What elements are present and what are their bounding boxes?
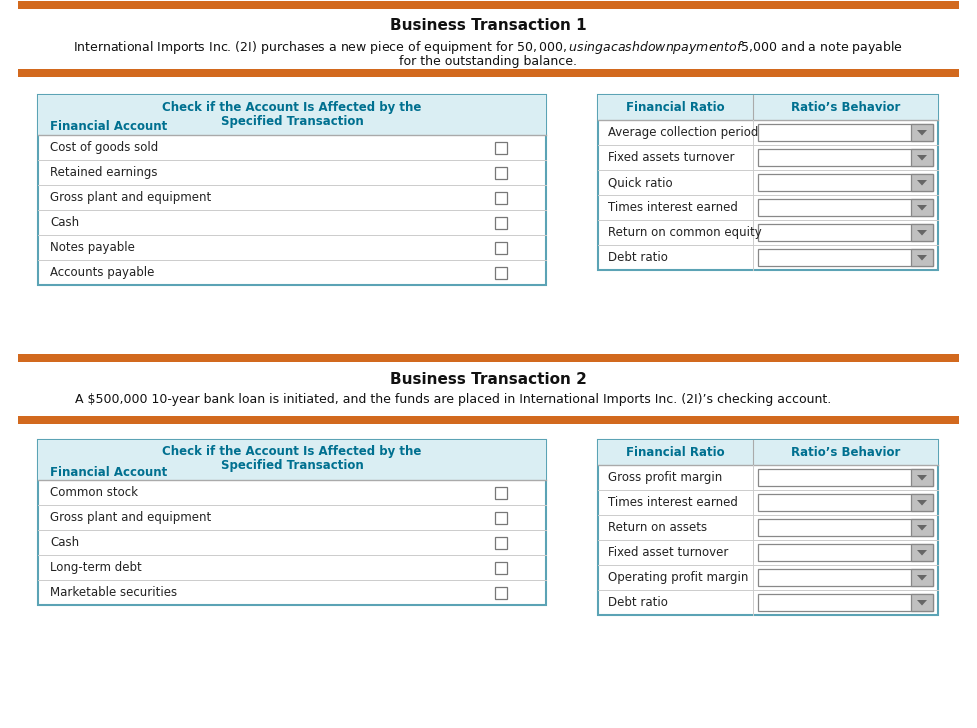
- Bar: [18, 69, 959, 77]
- Text: Business Transaction 1: Business Transaction 1: [390, 18, 586, 33]
- Bar: [38, 440, 546, 480]
- Text: Ratio’s Behavior: Ratio’s Behavior: [790, 101, 900, 114]
- Bar: [598, 440, 938, 465]
- Bar: [758, 469, 933, 486]
- Text: Business Transaction 2: Business Transaction 2: [390, 371, 586, 387]
- Bar: [758, 544, 933, 561]
- Text: Long-term debt: Long-term debt: [50, 561, 142, 574]
- Text: A $500,000 10-year bank loan is initiated, and the funds are placed in Internati: A $500,000 10-year bank loan is initiate…: [75, 394, 831, 406]
- Text: Return on assets: Return on assets: [608, 521, 707, 534]
- Text: Average collection period: Average collection period: [608, 126, 758, 139]
- Text: Notes payable: Notes payable: [50, 241, 135, 254]
- Polygon shape: [917, 130, 927, 135]
- Bar: [18, 416, 959, 424]
- Bar: [758, 149, 933, 166]
- Text: Accounts payable: Accounts payable: [50, 266, 154, 279]
- Bar: [38, 95, 546, 135]
- Bar: [495, 167, 507, 178]
- Bar: [758, 199, 933, 216]
- Bar: [758, 224, 933, 241]
- Bar: [495, 486, 507, 499]
- Text: Fixed asset turnover: Fixed asset turnover: [608, 546, 729, 559]
- Bar: [495, 242, 507, 253]
- Text: Debt ratio: Debt ratio: [608, 596, 668, 609]
- Text: Financial Ratio: Financial Ratio: [626, 446, 725, 459]
- Bar: [18, 1, 959, 9]
- Bar: [911, 594, 933, 611]
- Bar: [911, 149, 933, 166]
- Polygon shape: [917, 230, 927, 235]
- Bar: [495, 141, 507, 154]
- Text: Gross plant and equipment: Gross plant and equipment: [50, 511, 211, 524]
- Polygon shape: [917, 475, 927, 480]
- Bar: [911, 519, 933, 536]
- Bar: [598, 440, 938, 615]
- Bar: [911, 224, 933, 241]
- Bar: [38, 440, 546, 605]
- Polygon shape: [917, 205, 927, 210]
- Bar: [911, 569, 933, 586]
- Text: Specified Transaction: Specified Transaction: [221, 459, 363, 472]
- Bar: [495, 537, 507, 548]
- Polygon shape: [917, 600, 927, 606]
- Bar: [495, 512, 507, 523]
- Text: Cost of goods sold: Cost of goods sold: [50, 141, 158, 154]
- Text: Financial Ratio: Financial Ratio: [626, 101, 725, 114]
- Text: Financial Account: Financial Account: [50, 121, 167, 133]
- Text: Gross profit margin: Gross profit margin: [608, 471, 722, 484]
- Bar: [758, 519, 933, 536]
- Text: Ratio’s Behavior: Ratio’s Behavior: [790, 446, 900, 459]
- Text: Gross plant and equipment: Gross plant and equipment: [50, 191, 211, 204]
- Bar: [911, 494, 933, 511]
- Text: Fixed assets turnover: Fixed assets turnover: [608, 151, 735, 164]
- Bar: [758, 174, 933, 191]
- Text: Check if the Account Is Affected by the: Check if the Account Is Affected by the: [162, 100, 422, 114]
- Text: Operating profit margin: Operating profit margin: [608, 571, 748, 584]
- Text: Retained earnings: Retained earnings: [50, 166, 157, 179]
- Text: for the outstanding balance.: for the outstanding balance.: [399, 55, 577, 68]
- Bar: [911, 469, 933, 486]
- Bar: [495, 191, 507, 204]
- Bar: [598, 95, 938, 270]
- Bar: [911, 124, 933, 141]
- Text: Marketable securities: Marketable securities: [50, 586, 177, 599]
- Text: Check if the Account Is Affected by the: Check if the Account Is Affected by the: [162, 446, 422, 459]
- Bar: [911, 174, 933, 191]
- Bar: [758, 494, 933, 511]
- Polygon shape: [917, 575, 927, 580]
- Text: Return on common equity: Return on common equity: [608, 226, 762, 239]
- Text: Quick ratio: Quick ratio: [608, 176, 672, 189]
- Bar: [598, 95, 938, 120]
- Polygon shape: [917, 525, 927, 531]
- Bar: [758, 249, 933, 266]
- Bar: [495, 587, 507, 598]
- Bar: [911, 249, 933, 266]
- Text: Cash: Cash: [50, 536, 79, 549]
- Bar: [495, 216, 507, 229]
- Polygon shape: [917, 180, 927, 186]
- Text: Cash: Cash: [50, 216, 79, 229]
- Polygon shape: [917, 155, 927, 160]
- Bar: [911, 544, 933, 561]
- Bar: [38, 95, 546, 285]
- Bar: [758, 594, 933, 611]
- Text: Financial Account: Financial Account: [50, 465, 167, 478]
- Bar: [18, 354, 959, 362]
- Text: Specified Transaction: Specified Transaction: [221, 114, 363, 127]
- Bar: [495, 561, 507, 574]
- Text: Times interest earned: Times interest earned: [608, 201, 738, 214]
- Polygon shape: [917, 500, 927, 505]
- Bar: [758, 569, 933, 586]
- Text: International Imports Inc. (2I) purchases a new piece of equipment for $50,000, : International Imports Inc. (2I) purchase…: [73, 39, 903, 55]
- Polygon shape: [917, 550, 927, 555]
- Text: Common stock: Common stock: [50, 486, 138, 499]
- Bar: [911, 199, 933, 216]
- Text: Times interest earned: Times interest earned: [608, 496, 738, 509]
- Polygon shape: [917, 255, 927, 261]
- Text: Debt ratio: Debt ratio: [608, 251, 668, 264]
- Bar: [758, 124, 933, 141]
- Bar: [495, 266, 507, 279]
